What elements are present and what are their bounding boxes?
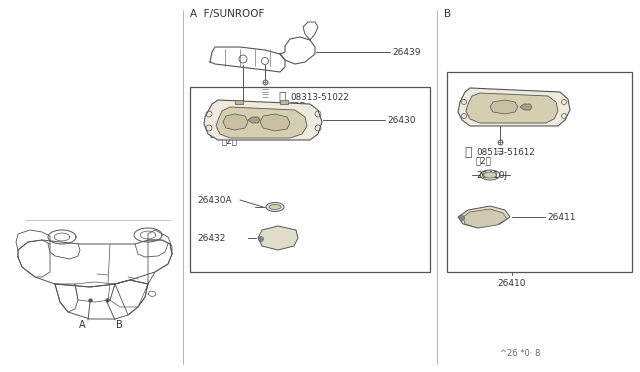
Text: Ⓢ: Ⓢ: [209, 125, 217, 138]
Ellipse shape: [259, 237, 264, 241]
Polygon shape: [216, 107, 307, 138]
Ellipse shape: [266, 202, 284, 212]
Text: 26410J: 26410J: [476, 170, 507, 180]
Polygon shape: [258, 226, 298, 250]
Text: A: A: [79, 320, 85, 330]
Polygon shape: [490, 100, 518, 114]
Text: Ⓢ: Ⓢ: [278, 90, 285, 103]
Text: Ⓢ: Ⓢ: [464, 145, 472, 158]
Text: （2）: （2）: [476, 157, 492, 166]
Text: 26430: 26430: [387, 115, 415, 125]
Text: 08513-51612: 08513-51612: [476, 148, 535, 157]
Ellipse shape: [460, 215, 465, 221]
Polygon shape: [463, 209, 507, 228]
Text: 26432: 26432: [197, 234, 225, 243]
Text: 08313-51022: 08313-51022: [290, 93, 349, 102]
Text: （2）: （2）: [290, 102, 306, 110]
Text: 26411: 26411: [547, 212, 575, 221]
Bar: [190, 87, 430, 272]
Text: 26439: 26439: [392, 48, 420, 57]
Polygon shape: [466, 93, 558, 123]
Text: 08510-61212: 08510-61212: [222, 128, 280, 137]
Polygon shape: [204, 100, 322, 140]
Polygon shape: [458, 88, 570, 126]
Ellipse shape: [483, 172, 497, 178]
Polygon shape: [260, 114, 290, 131]
Polygon shape: [223, 114, 248, 130]
Text: B: B: [116, 320, 122, 330]
Text: 26430A: 26430A: [197, 196, 232, 205]
Text: 26410: 26410: [498, 279, 526, 289]
Polygon shape: [520, 104, 532, 110]
Polygon shape: [235, 100, 243, 104]
Text: B: B: [444, 9, 451, 19]
Polygon shape: [280, 100, 288, 104]
Text: ^26 *0· 8: ^26 *0· 8: [500, 350, 540, 359]
Text: （2）: （2）: [222, 137, 238, 145]
Polygon shape: [248, 117, 260, 123]
Ellipse shape: [480, 170, 500, 180]
Ellipse shape: [269, 205, 281, 209]
Text: A  F/SUNROOF: A F/SUNROOF: [190, 9, 264, 19]
Bar: [447, 72, 632, 272]
Polygon shape: [458, 206, 510, 228]
